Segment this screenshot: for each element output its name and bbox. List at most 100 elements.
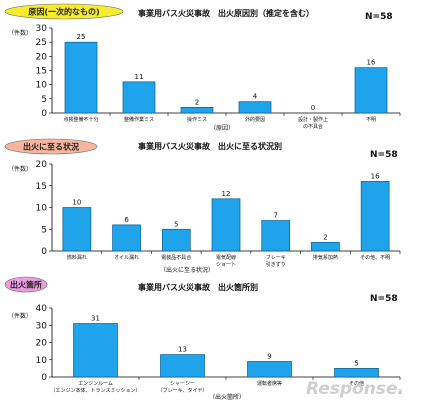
chart-2-ytick-label: 20 <box>36 160 48 170</box>
category-label-line: ショート <box>216 262 236 268</box>
chart-1-ytick-label: 30 <box>36 24 48 34</box>
category-label-line: オイル漏れ <box>114 254 139 261</box>
category-label-line: 電装品不具合 <box>161 254 191 261</box>
category-label-line: （エンジン本体、トランスミッション） <box>51 387 141 394</box>
chart-3-category-label: その他 <box>349 380 364 387</box>
chart-1-badge-label: 原因(一次的なもの) <box>28 7 99 17</box>
chart-2-data-label: 2 <box>323 233 327 241</box>
chart-1-data-label: 25 <box>77 33 86 41</box>
chart-2-data-label: 6 <box>124 216 129 224</box>
chart-2-bar <box>62 207 92 252</box>
chart-2-x-axis-title: （出火に至る状況） <box>160 266 214 274</box>
chart-3-x-axis-title: （出火箇所） <box>209 393 245 401</box>
chart-1-ytick-label: 5 <box>41 95 47 105</box>
chart-1-ytick-label: 10 <box>36 81 48 91</box>
chart-2-ytick-label: 0 <box>41 247 47 257</box>
chart-1-category-label: 点検整備不十分 <box>63 116 98 123</box>
chart-3-ytick-label: 0 <box>41 373 47 383</box>
chart-3: 出火箇所 事業用バス火災事故 出火箇所別 N=58 （件数） 0 10 20 30 40 31 エン… <box>4 276 401 401</box>
chart-3-bar <box>247 361 292 378</box>
chart-2-n-label: N=58 <box>370 150 398 160</box>
chart-3-bar <box>160 354 205 378</box>
chart-1-data-label: 4 <box>253 93 258 101</box>
chart-1-ytick-label: 25 <box>36 38 47 48</box>
chart-1-data-label: 2 <box>195 98 199 106</box>
chart-3-ytick-label: 40 <box>36 304 48 314</box>
chart-3-data-label: 5 <box>354 359 358 367</box>
chart-2-ytick-label: 10 <box>36 204 48 214</box>
chart-3-bar <box>334 368 379 378</box>
category-label-line: 燃料漏れ <box>67 254 87 261</box>
charts-group: 原因(一次的なもの) 事業用バス火災事故 出火原因別（推定を含む） N=58 （件数）… <box>4 3 401 401</box>
chart-2-badge-label: 出火に至る状況 <box>23 142 79 152</box>
category-label-line: （ブレーキ、タイヤ） <box>158 387 208 394</box>
chart-2-data-label: 5 <box>174 220 178 228</box>
chart-2-bar <box>112 224 141 252</box>
chart-1-title: 事業用バス火災事故 出火原因別（推定を含む） <box>138 8 314 18</box>
chart-3-badge <box>4 276 48 293</box>
chart-2-data-label: 10 <box>72 199 81 207</box>
chart-2-badge <box>4 138 98 155</box>
chart-1-bar <box>122 81 156 114</box>
chart-2-category-label: オイル漏れ <box>114 254 139 261</box>
chart-3-unit: （件数） <box>8 312 32 320</box>
chart-1-bar <box>64 41 98 114</box>
chart-1-data-label: 0 <box>311 104 315 112</box>
category-label-line: 点検整備不十分 <box>63 116 98 123</box>
chart-2-ytick-label: 5 <box>41 225 47 235</box>
chart-2: 出火に至る状況 事業用バス火災事故 出火に至る状況別 N=58 （件数） 0 5 10 15 2… <box>4 138 401 274</box>
chart-1-data-label: 11 <box>135 73 144 81</box>
chart-2-bar <box>211 198 241 252</box>
category-label-line: 操作ミス <box>187 116 207 123</box>
chart-3-data-label: 9 <box>267 352 271 360</box>
category-label-line: その他、不明 <box>360 254 390 261</box>
category-label-line: ブレーキ <box>266 254 286 261</box>
chart-3-n-label: N=58 <box>370 294 398 304</box>
category-label-line: 排気系加熱 <box>313 254 338 261</box>
chart-3-data-label: 31 <box>91 315 100 323</box>
chart-2-category-label: ブレーキ引きずり <box>266 254 286 268</box>
chart-2-category-label: その他、不明 <box>360 254 390 261</box>
chart-1-bar <box>180 106 214 114</box>
chart-1-category-label: 外的要因 <box>245 116 265 123</box>
chart-1-ytick-label: 20 <box>36 52 48 62</box>
chart-2-bar <box>311 241 340 252</box>
chart-2-title: 事業用バス火災事故 出火に至る状況別 <box>138 141 282 151</box>
chart-1-data-label: 16 <box>367 59 376 67</box>
chart-3-ytick-label: 10 <box>36 356 48 366</box>
chart-3-ytick-label: 30 <box>36 321 48 331</box>
chart-3-data-label: 13 <box>178 346 187 354</box>
chart-1-bar <box>354 67 388 114</box>
chart-3-ytick-label: 20 <box>36 339 48 349</box>
chart-3-badge-label: 出火箇所 <box>10 280 42 290</box>
chart-1: 原因(一次的なもの) 事業用バス火災事故 出火原因別（推定を含む） N=58 （件数）… <box>4 3 401 132</box>
category-label-line: その他 <box>349 380 364 387</box>
chart-3-category-label: エンジンルーム（エンジン本体、トランスミッション） <box>51 381 141 394</box>
chart-1-category-label: 設計・製作上の不具合 <box>298 116 328 130</box>
category-label-line: エンジンルーム <box>78 381 113 387</box>
chart-1-bar <box>238 101 272 114</box>
category-label-line: 引きずり <box>266 261 286 268</box>
chart-1-ytick-label: 15 <box>36 67 47 77</box>
chart-1-category-label: 整備作業ミス <box>124 116 154 123</box>
chart-3-bar <box>73 323 118 378</box>
chart-2-category-label: 電気配線ショート <box>216 254 236 268</box>
watermark-brand: Response. <box>306 379 404 399</box>
category-label-line: 不明 <box>366 117 376 123</box>
chart-1-category-label: 不明 <box>366 117 376 123</box>
chart-1-badge <box>4 3 124 20</box>
chart-3-category-label: シャーシー（ブレーキ、タイヤ） <box>158 381 208 394</box>
chart-2-category-label: 燃料漏れ <box>67 254 87 261</box>
category-label-line: 設計・製作上 <box>298 116 328 123</box>
chart-2-category-label: 排気系加熱 <box>313 254 338 261</box>
chart-2-data-label: 7 <box>273 212 277 220</box>
category-label-line: 運転者席等 <box>257 380 282 387</box>
chart-2-bar <box>161 228 191 252</box>
chart-1-x-axis-title: （原因） <box>210 125 234 132</box>
chart-2-bar <box>360 181 390 252</box>
chart-2-bar <box>261 220 291 252</box>
category-label-line: の不具合 <box>303 123 323 130</box>
chart-3-category-label: 運転者席等 <box>257 380 282 387</box>
chart-2-data-label: 16 <box>371 172 380 180</box>
